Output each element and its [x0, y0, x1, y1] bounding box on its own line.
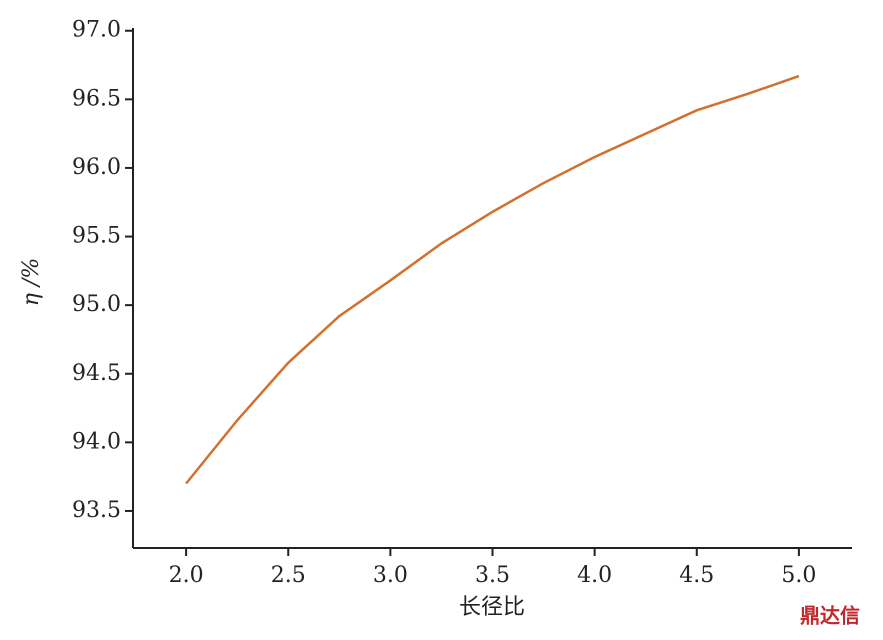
watermark: 鼎达信	[800, 604, 860, 628]
y-tick-label: 94.5	[72, 361, 121, 386]
x-axis-label: 长径比	[459, 595, 525, 620]
y-tick-label: 94.0	[72, 429, 121, 454]
y-tick-label: 97.0	[72, 18, 121, 43]
x-tick-label: 3.5	[475, 563, 510, 588]
y-axis-label: η /%	[19, 258, 44, 307]
x-tick-label: 4.0	[577, 563, 612, 588]
y-tick-label: 95.0	[72, 292, 121, 317]
x-tick-label: 3.0	[373, 563, 408, 588]
y-tick-label: 96.5	[72, 86, 121, 111]
x-tick-label: 4.5	[679, 563, 714, 588]
x-tick-label: 5.0	[781, 563, 816, 588]
data-line	[185, 74, 800, 485]
y-tick-label: 93.5	[72, 498, 121, 523]
y-tick-label: 95.5	[72, 224, 121, 249]
x-tick-label: 2.5	[271, 563, 306, 588]
y-tick-label: 96.0	[72, 155, 121, 180]
x-tick-label: 2.0	[169, 563, 204, 588]
